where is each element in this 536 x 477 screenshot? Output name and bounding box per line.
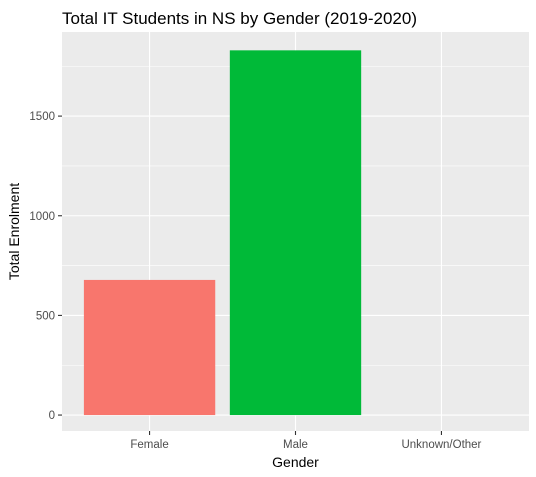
- bars-group: [83, 50, 362, 416]
- bar-male: [229, 50, 362, 416]
- y-tick-label: 500: [36, 310, 55, 322]
- x-tick-label: Unknown/Other: [401, 439, 481, 451]
- bar-female: [83, 279, 216, 416]
- y-axis-ticks: 0 500 1000 1500: [29, 111, 62, 422]
- x-tick-label: Male: [283, 439, 308, 451]
- y-tick-label: 1500: [29, 111, 55, 123]
- chart-title: Total IT Students in NS by Gender (2019-…: [62, 9, 417, 28]
- y-tick-label: 1000: [29, 211, 55, 223]
- y-tick-label: 0: [49, 410, 55, 422]
- x-axis-title: Gender: [272, 454, 319, 470]
- x-tick-label: Female: [130, 439, 168, 451]
- x-axis-ticks: Female Male Unknown/Other: [130, 431, 482, 451]
- y-axis-title: Total Enrolment: [6, 183, 22, 280]
